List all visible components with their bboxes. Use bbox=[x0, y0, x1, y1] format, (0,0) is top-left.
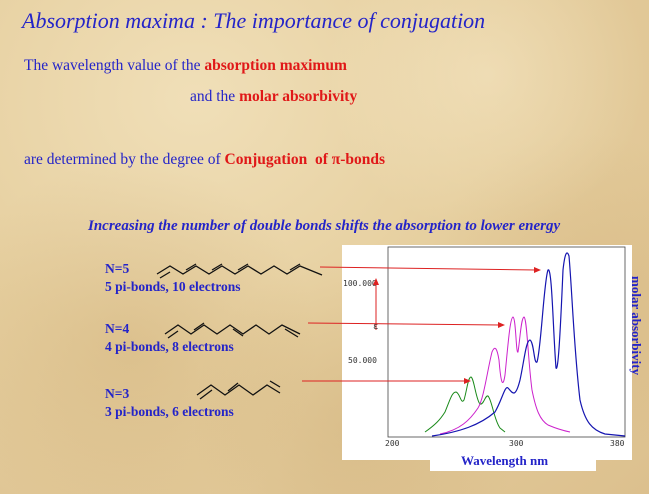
double-bonds bbox=[211, 263, 223, 271]
arrowhead bbox=[464, 378, 471, 384]
text: and the bbox=[190, 88, 240, 105]
arrowhead bbox=[534, 267, 541, 273]
double-bonds bbox=[193, 322, 205, 331]
curve-n4 bbox=[439, 316, 571, 435]
title: Absorption maxima : The importance of co… bbox=[22, 8, 486, 33]
molecule-label: N=4 4 pi-bonds, 8 electrons bbox=[105, 320, 234, 356]
double-bonds bbox=[269, 380, 281, 388]
description: 5 pi-bonds, 10 electrons bbox=[105, 279, 241, 294]
molecule-n4 bbox=[164, 324, 301, 335]
double-bonds bbox=[185, 263, 197, 271]
molecule-n5 bbox=[156, 265, 323, 276]
arrowhead bbox=[498, 322, 505, 328]
arrowhead bbox=[373, 278, 379, 285]
emphasis: absorption maximum bbox=[204, 57, 347, 74]
molecule-label: N=5 5 pi-bonds, 10 electrons bbox=[105, 260, 241, 296]
y-tick-label: 100.000 bbox=[343, 279, 377, 288]
n-label: N=4 bbox=[105, 321, 130, 336]
description: 3 pi-bonds, 6 electrons bbox=[105, 404, 234, 419]
double-bonds bbox=[284, 328, 299, 338]
double-bonds bbox=[237, 263, 249, 271]
molecules bbox=[156, 263, 323, 400]
text: are determined by the degree of bbox=[24, 151, 225, 168]
double-bonds bbox=[227, 382, 239, 392]
spectrum-panel bbox=[342, 245, 632, 460]
molecule-label: N=3 3 pi-bonds, 6 electrons bbox=[105, 385, 234, 421]
double-bonds bbox=[289, 263, 301, 271]
molecule-n3 bbox=[196, 384, 281, 396]
arrow bbox=[307, 322, 501, 326]
plot-frame bbox=[387, 246, 626, 438]
symbol: ε bbox=[373, 322, 378, 332]
x-axis-label: Wavelength nm bbox=[461, 453, 548, 468]
n-label: N=3 bbox=[105, 386, 130, 401]
double-bonds bbox=[199, 389, 213, 400]
y-tick-label: 50.000 bbox=[348, 356, 377, 365]
double-bonds bbox=[232, 328, 244, 337]
emphasis: Conjugation of π-bonds bbox=[224, 151, 386, 168]
double-bonds bbox=[167, 330, 179, 339]
curve-n5 bbox=[431, 252, 626, 437]
subtitle: Increasing the number of double bonds sh… bbox=[88, 218, 561, 234]
x-tick-label: 300 bbox=[509, 439, 524, 448]
x-label-box bbox=[430, 448, 596, 471]
curve-n3 bbox=[424, 376, 506, 433]
arrows bbox=[302, 266, 537, 382]
x-tick-label: 200 bbox=[385, 439, 400, 448]
arrow bbox=[319, 266, 537, 271]
emphasis: molar absorbivity bbox=[239, 88, 358, 105]
n-label: N=5 bbox=[105, 261, 130, 276]
description: 4 pi-bonds, 8 electrons bbox=[105, 339, 234, 354]
x-tick-label: 380 bbox=[610, 439, 625, 448]
text: The wavelength value of the bbox=[24, 57, 205, 74]
double-bonds bbox=[159, 271, 171, 279]
intro-line: The wavelength value of the absorption m… bbox=[24, 57, 347, 75]
intro-line: are determined by the degree of Conjugat… bbox=[24, 151, 385, 169]
y-axis-label: molar absorbivity bbox=[629, 276, 644, 376]
intro-line: and the molar absorbivity bbox=[190, 88, 357, 106]
